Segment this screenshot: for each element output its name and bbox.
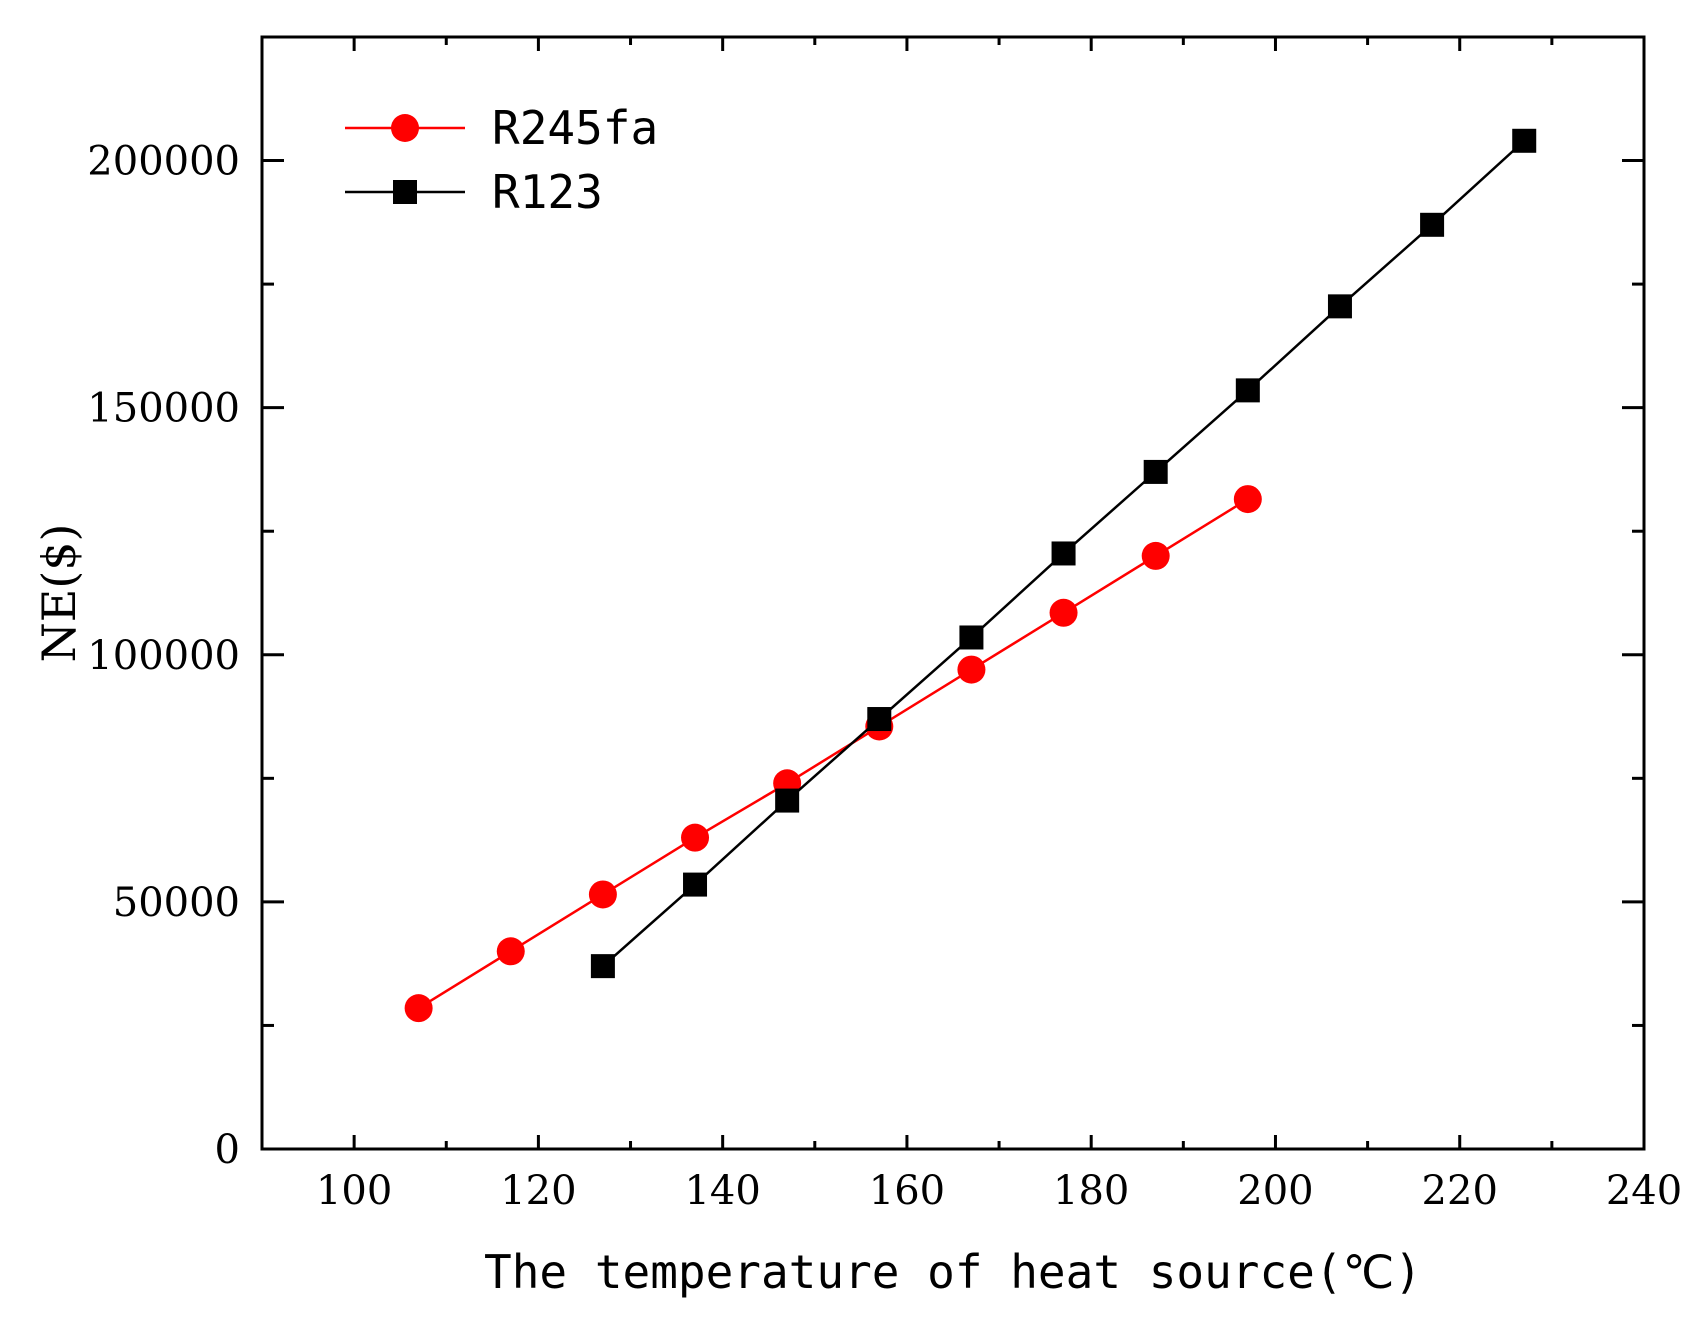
data-point bbox=[681, 823, 710, 852]
series-r123 bbox=[590, 128, 1537, 979]
data-point bbox=[1051, 541, 1076, 566]
x-tick-label: 180 bbox=[1053, 1168, 1129, 1214]
x-tick-label: 160 bbox=[869, 1168, 945, 1214]
x-tick-label: 140 bbox=[684, 1168, 760, 1214]
series-layer bbox=[404, 128, 1537, 1023]
y-tick-label: 50000 bbox=[113, 880, 240, 926]
legend-label: R245fa bbox=[492, 101, 658, 155]
data-point bbox=[1327, 294, 1352, 319]
data-point bbox=[404, 994, 433, 1023]
y-tick-label: 200000 bbox=[87, 139, 240, 185]
data-point bbox=[1233, 485, 1262, 514]
data-point bbox=[1141, 541, 1170, 570]
data-point bbox=[775, 788, 800, 813]
data-point bbox=[1143, 459, 1168, 484]
data-point bbox=[1420, 212, 1445, 237]
data-point bbox=[496, 937, 525, 966]
y-tick-label: 150000 bbox=[87, 386, 240, 432]
data-point bbox=[867, 707, 892, 732]
data-point bbox=[959, 625, 984, 650]
data-point bbox=[683, 872, 708, 897]
axis-ticks bbox=[260, 35, 1646, 1151]
legend-marker bbox=[391, 114, 419, 142]
x-tick-label: 100 bbox=[316, 1168, 392, 1214]
legend-item: R123 bbox=[345, 165, 603, 219]
plot-frame bbox=[260, 35, 1646, 1151]
x-tick-label: 220 bbox=[1422, 1168, 1498, 1214]
x-tick-label: 200 bbox=[1237, 1168, 1313, 1214]
y-axis-title: NE($) bbox=[32, 524, 86, 663]
y-tick-label: 0 bbox=[215, 1127, 240, 1173]
series-r245fa bbox=[404, 485, 1262, 1023]
tick-labels: 100 120 140 160 180 200 220 240 0 50000 100000 1500… bbox=[87, 139, 1682, 1214]
data-point bbox=[1049, 598, 1078, 627]
data-point bbox=[957, 655, 986, 684]
y-tick-label: 100000 bbox=[87, 633, 240, 679]
x-tick-label: 240 bbox=[1606, 1168, 1682, 1214]
series-line bbox=[417, 498, 1249, 1010]
legend-label: R123 bbox=[492, 165, 603, 219]
legend: R245fa R123 bbox=[345, 101, 658, 219]
legend-item: R245fa bbox=[345, 101, 658, 155]
data-point bbox=[1235, 378, 1260, 403]
x-axis-title: The temperature of heat source(℃) bbox=[484, 1245, 1422, 1299]
x-tick-label: 120 bbox=[500, 1168, 576, 1214]
data-point bbox=[1512, 128, 1537, 153]
legend-marker bbox=[393, 180, 417, 204]
data-point bbox=[590, 954, 615, 979]
data-point bbox=[588, 880, 617, 909]
